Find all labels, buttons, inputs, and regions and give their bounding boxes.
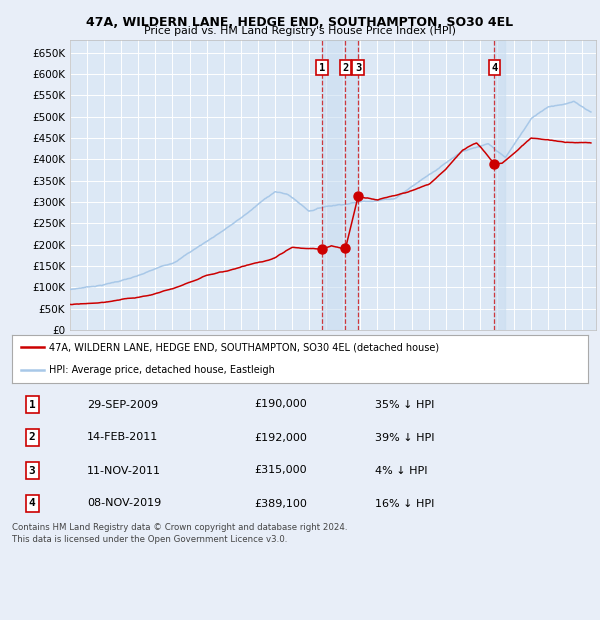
Text: 16% ↓ HPI: 16% ↓ HPI xyxy=(375,498,434,508)
Text: 11-NOV-2011: 11-NOV-2011 xyxy=(87,466,161,476)
Text: 08-NOV-2019: 08-NOV-2019 xyxy=(87,498,161,508)
Text: 2: 2 xyxy=(342,63,349,73)
Text: £315,000: £315,000 xyxy=(254,466,307,476)
Text: Contains HM Land Registry data © Crown copyright and database right 2024.: Contains HM Land Registry data © Crown c… xyxy=(12,523,347,532)
Text: 3: 3 xyxy=(355,63,361,73)
Text: Price paid vs. HM Land Registry's House Price Index (HPI): Price paid vs. HM Land Registry's House … xyxy=(144,26,456,36)
Text: 4% ↓ HPI: 4% ↓ HPI xyxy=(375,466,427,476)
Text: 35% ↓ HPI: 35% ↓ HPI xyxy=(375,399,434,409)
Text: 4: 4 xyxy=(29,498,35,508)
Bar xyxy=(494,40,505,330)
Text: £389,100: £389,100 xyxy=(254,498,307,508)
Text: 47A, WILDERN LANE, HEDGE END, SOUTHAMPTON, SO30 4EL (detached house): 47A, WILDERN LANE, HEDGE END, SOUTHAMPTO… xyxy=(49,342,440,352)
Bar xyxy=(322,40,358,330)
Text: 29-SEP-2009: 29-SEP-2009 xyxy=(87,399,158,409)
Text: 1: 1 xyxy=(319,63,325,73)
Text: 47A, WILDERN LANE, HEDGE END, SOUTHAMPTON, SO30 4EL: 47A, WILDERN LANE, HEDGE END, SOUTHAMPTO… xyxy=(86,16,514,29)
Text: 3: 3 xyxy=(29,466,35,476)
Text: £190,000: £190,000 xyxy=(254,399,307,409)
Text: 2: 2 xyxy=(29,433,35,443)
Text: £192,000: £192,000 xyxy=(254,433,307,443)
Text: 4: 4 xyxy=(491,63,497,73)
Text: This data is licensed under the Open Government Licence v3.0.: This data is licensed under the Open Gov… xyxy=(12,536,287,544)
Text: HPI: Average price, detached house, Eastleigh: HPI: Average price, detached house, East… xyxy=(49,365,275,374)
Text: 14-FEB-2011: 14-FEB-2011 xyxy=(87,433,158,443)
Text: 1: 1 xyxy=(29,399,35,409)
Text: 39% ↓ HPI: 39% ↓ HPI xyxy=(375,433,434,443)
